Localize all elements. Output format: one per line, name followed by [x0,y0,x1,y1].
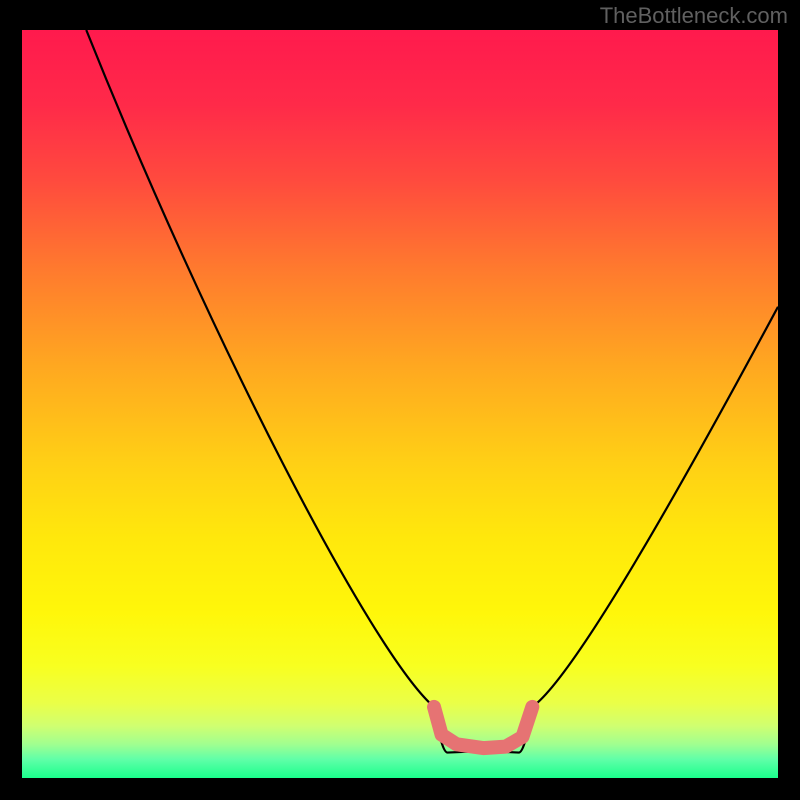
bottleneck-curve [86,30,778,753]
curve-overlay [22,30,778,778]
optimal-range-highlight [434,707,532,748]
watermark-text: TheBottleneck.com [600,3,788,29]
chart-container: TheBottleneck.com [0,0,800,800]
plot-area [22,30,778,778]
